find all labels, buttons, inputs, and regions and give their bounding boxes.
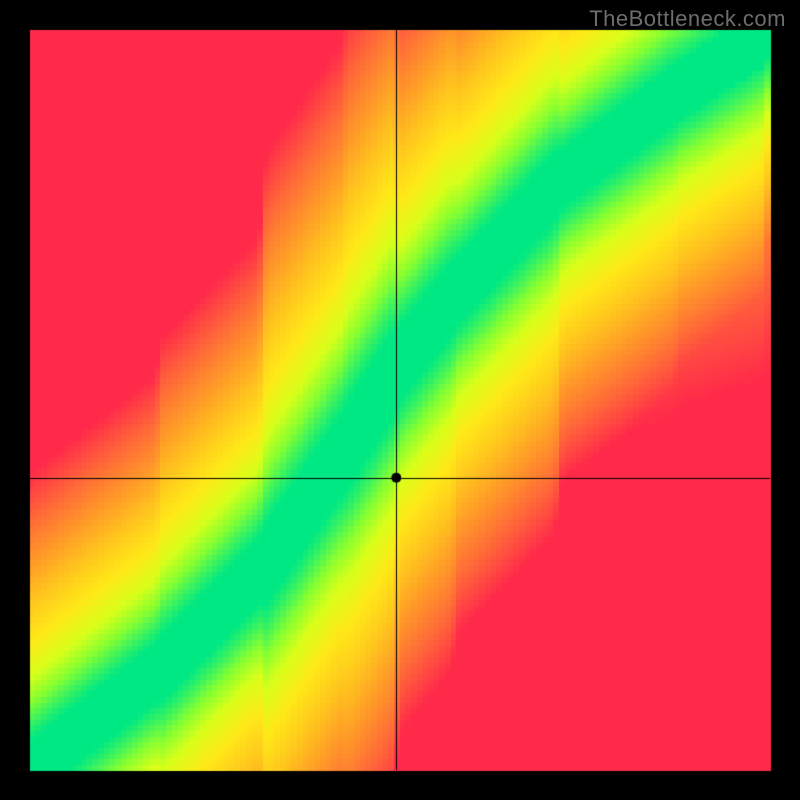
heatmap-canvas	[0, 0, 800, 800]
watermark-text: TheBottleneck.com	[589, 6, 786, 32]
chart-container: TheBottleneck.com	[0, 0, 800, 800]
